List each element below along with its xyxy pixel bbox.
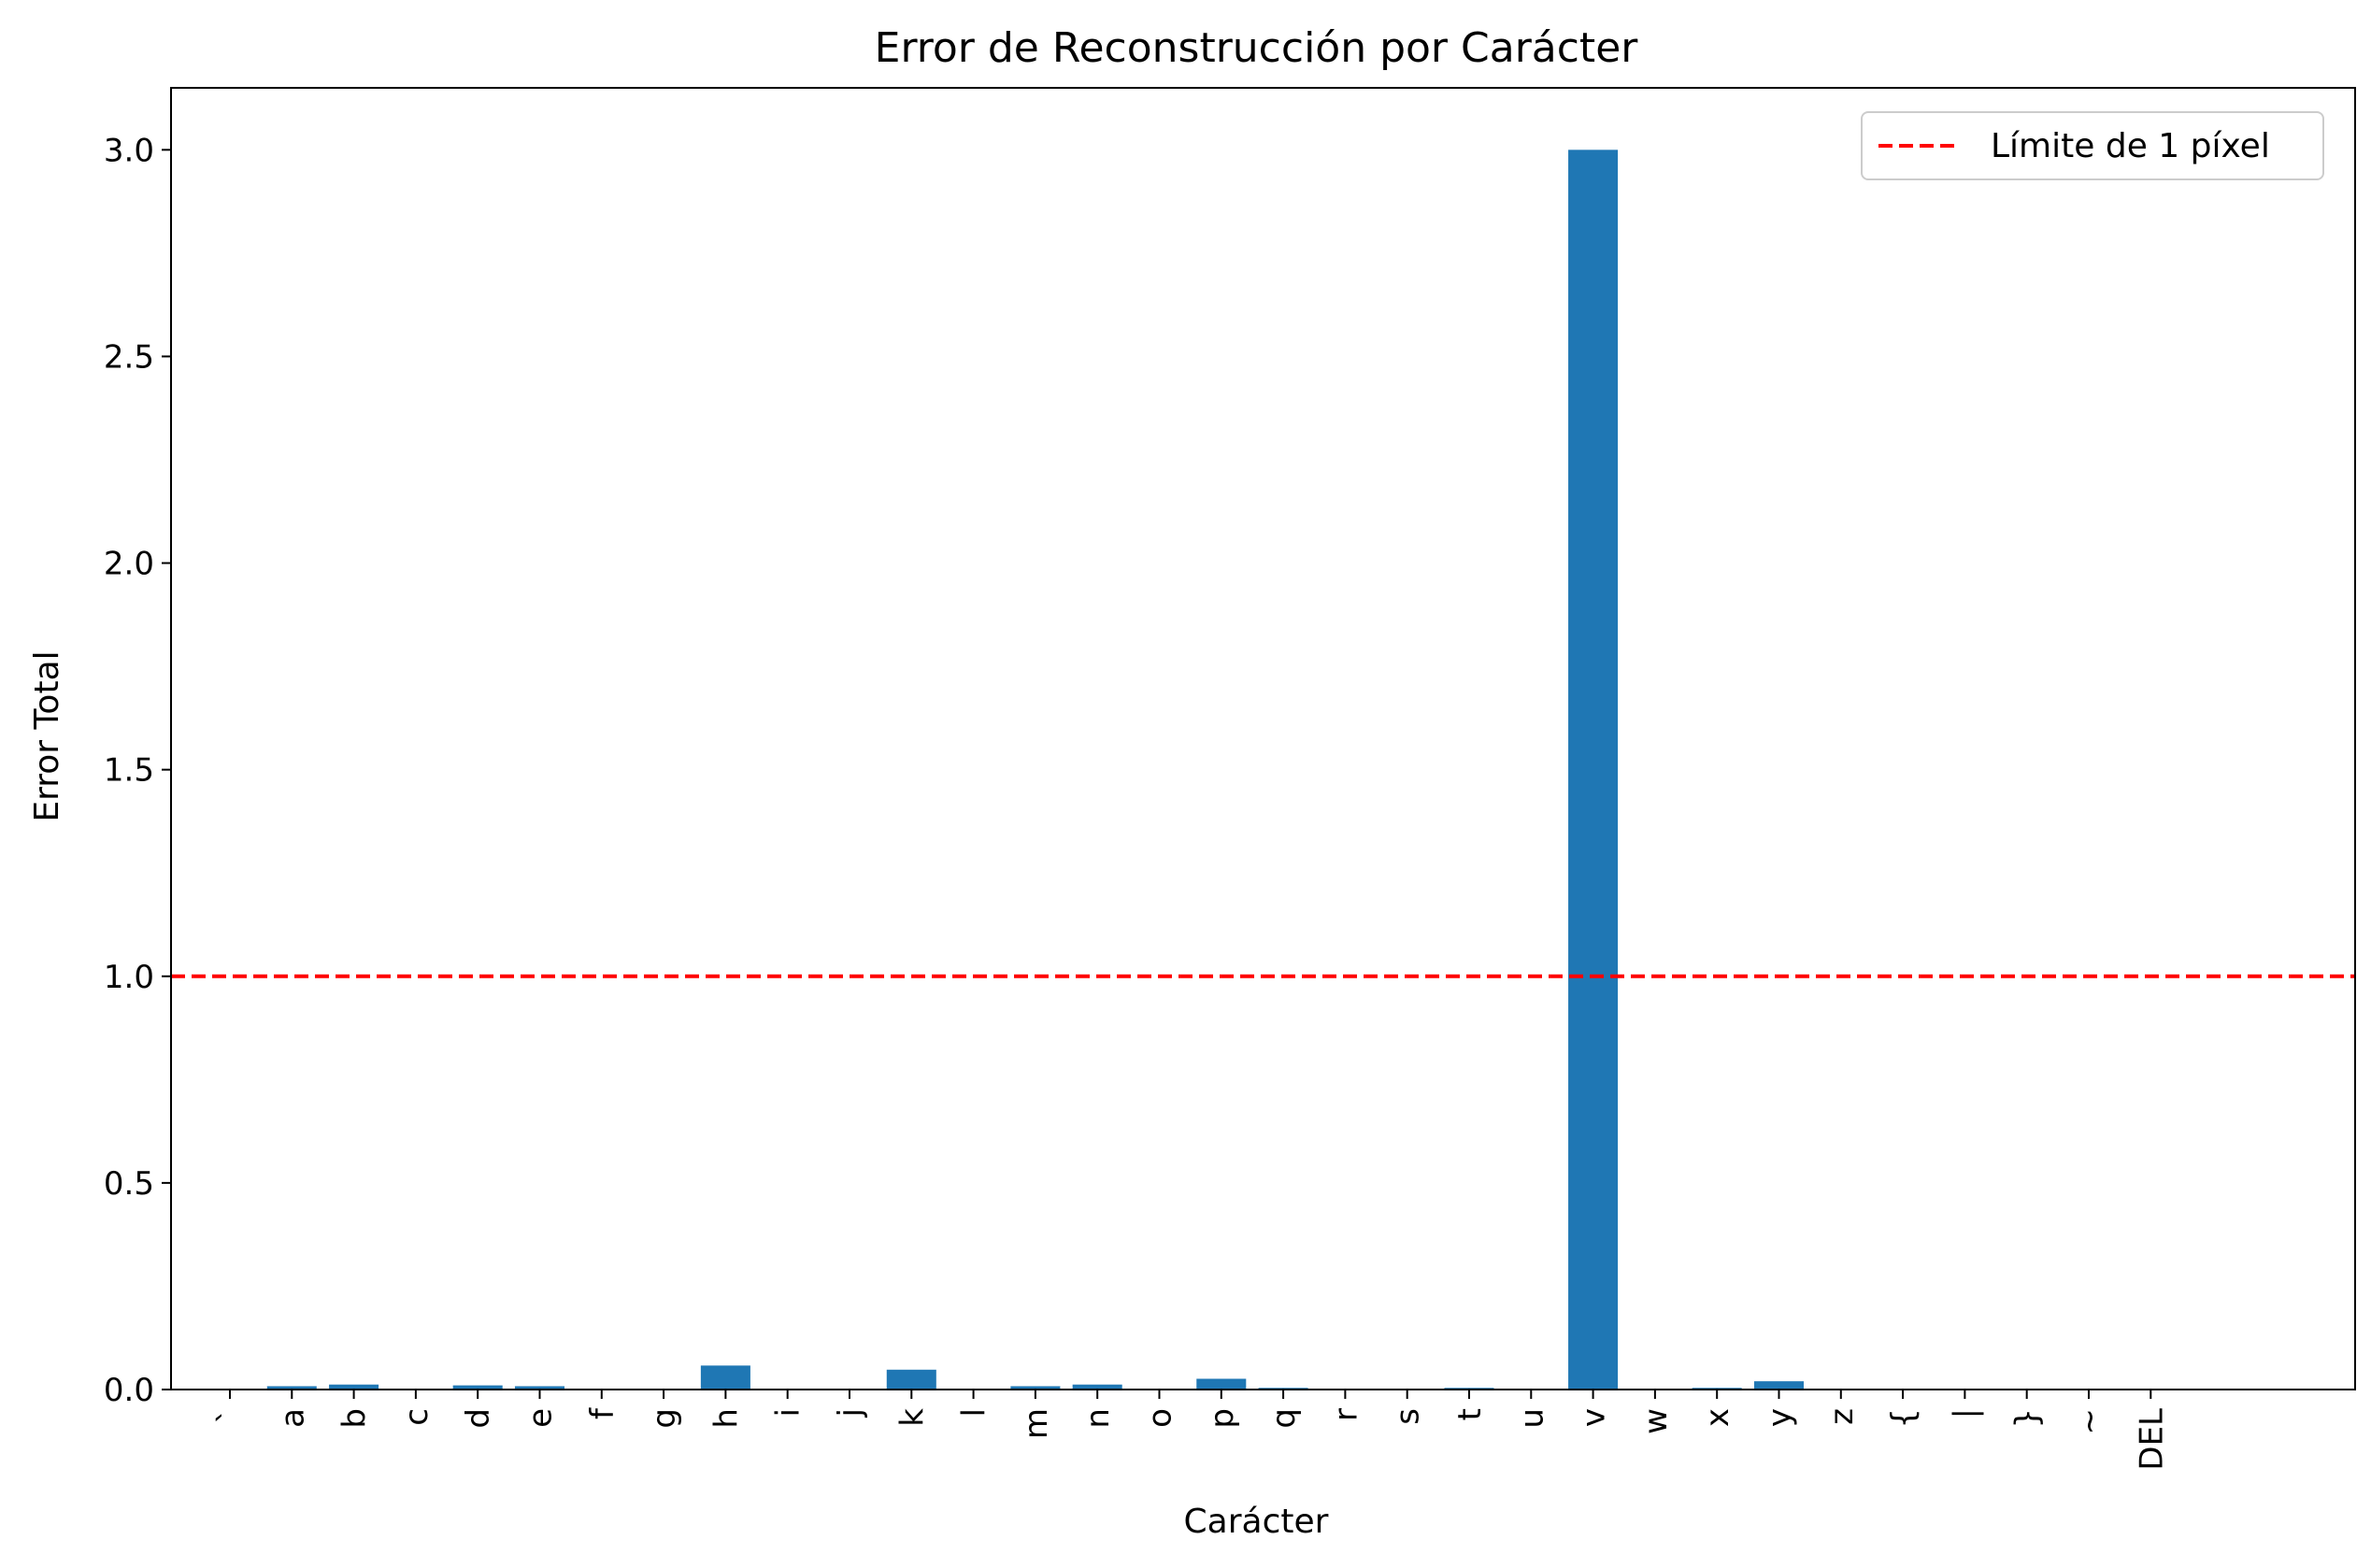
plot-area: ` a b c d e f g h i j k l m n o p q r s t u v w x y z { |} ~ DEL 0.0 0.5… (104, 87, 2356, 1471)
bar (1072, 1384, 1122, 1390)
x-tick-label: ~ (2071, 1408, 2108, 1435)
x-tick-label: l (956, 1408, 993, 1417)
y-tick-label: 2.0 (104, 546, 154, 583)
y-tick-label: 0.5 (104, 1165, 154, 1203)
x-tick-label: r (1327, 1408, 1364, 1421)
bar (266, 1386, 317, 1390)
legend-box (1861, 111, 2324, 180)
x-tick-label: { (1885, 1408, 1922, 1429)
x-tick-label: | (1947, 1408, 1984, 1418)
x-tick-label: f (584, 1407, 621, 1419)
x-tick-label: j (832, 1408, 869, 1418)
y-tick-label: 1.5 (104, 752, 154, 790)
bar (514, 1386, 565, 1390)
x-tick-label: a (274, 1408, 311, 1428)
x-tick-label: d (460, 1408, 497, 1429)
x-tick-label: e (521, 1408, 559, 1428)
x-tick-label: q (1265, 1408, 1303, 1429)
x-tick-label: h (707, 1408, 745, 1429)
bar (700, 1365, 750, 1390)
axes-frame (170, 87, 2356, 1390)
x-tick-label: x (1699, 1408, 1736, 1427)
y-tick-label: 2.5 (104, 338, 154, 376)
y-tick-label: 1.0 (104, 959, 154, 996)
y-axis-label: Error Total (28, 650, 66, 821)
x-tick-label: u (1513, 1408, 1550, 1429)
x-tick-label: z (1823, 1408, 1861, 1425)
x-tick-label: w (1637, 1408, 1675, 1434)
x-tick-label: y (1761, 1408, 1798, 1427)
x-tick-label: g (646, 1408, 683, 1429)
x-tick-label: } (2009, 1408, 2047, 1429)
x-tick-label: ` (212, 1408, 250, 1424)
bar (1010, 1386, 1061, 1390)
x-tick-label: o (1141, 1408, 1178, 1428)
legend: Límite de 1 píxel (1861, 111, 2324, 180)
x-tick-label: b (336, 1408, 374, 1429)
bar (329, 1384, 379, 1390)
bar (886, 1369, 936, 1390)
x-tick-label: i (770, 1408, 807, 1417)
x-tick-label: n (1079, 1408, 1117, 1429)
x-tick-label: DEL (2133, 1408, 2170, 1471)
chart-title: Error de Reconstrucción por Carácter (875, 24, 1639, 72)
bar (1196, 1378, 1247, 1390)
bar (452, 1385, 503, 1390)
x-tick-label: s (1390, 1408, 1427, 1425)
x-tick-label: v (1576, 1408, 1613, 1427)
legend-threshold-label: Límite de 1 píxel (1991, 127, 2270, 165)
y-tick-label: 0.0 (104, 1372, 154, 1409)
x-tick-label: p (1204, 1408, 1241, 1429)
bar (1753, 1381, 1805, 1390)
y-tick-label: 3.0 (104, 132, 154, 169)
bar (1568, 150, 1619, 1390)
x-tick-label: m (1018, 1408, 1055, 1439)
x-tick-label: c (398, 1408, 436, 1426)
x-axis-label: Carácter (1184, 1503, 1329, 1541)
x-tick-label: t (1451, 1408, 1489, 1420)
x-tick-label: k (893, 1408, 931, 1427)
